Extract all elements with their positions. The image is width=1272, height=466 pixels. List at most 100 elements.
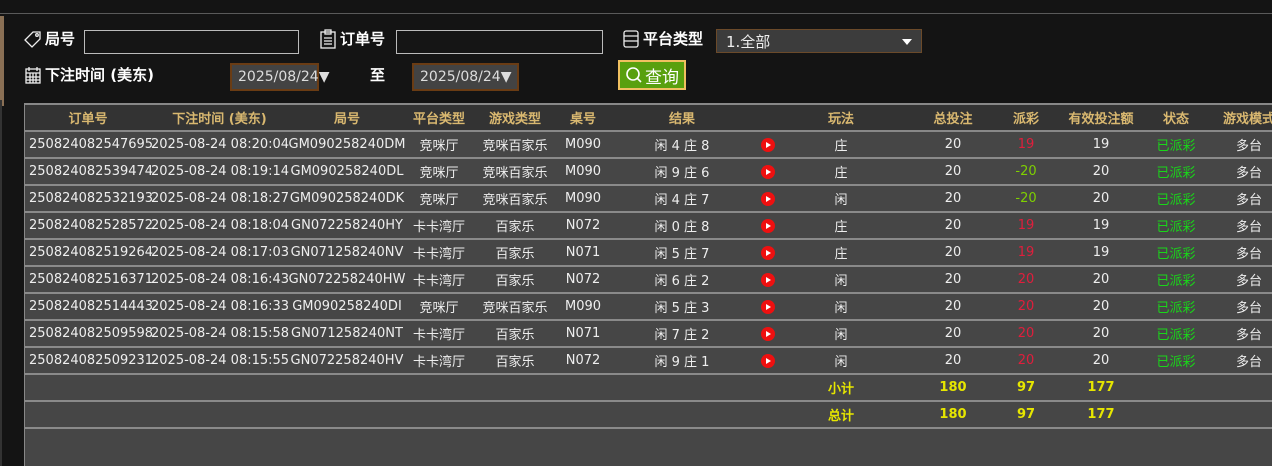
table-row: 250824082528572 2025-08-24 08:18:04 GN0722… [25,212,1272,240]
header-game-type: 游戏类型 [472,105,558,132]
cell-replay[interactable] [756,212,780,240]
video-replay-icon[interactable] [761,299,775,314]
cell-payout: 20 [1004,266,1048,294]
cell-payout: 19 [1004,239,1048,267]
cell-bet-type: 闲 [780,185,902,213]
header-replay [756,105,780,132]
video-replay-icon[interactable] [761,137,775,152]
empty-cell [608,374,756,402]
cell-total-bet: 20 [902,158,1004,186]
query-button[interactable]: 查询 [618,60,686,90]
cell-payout: -20 [1004,158,1048,186]
table-row: 250824082519264 2025-08-24 08:17:03 GN0712… [25,239,1272,267]
cell-platform: 卡卡湾厅 [406,347,472,375]
video-replay-icon[interactable] [761,245,775,260]
empty-cell [288,374,406,402]
cell-status: 已派彩 [1154,185,1198,213]
cell-result: 闲 7 庄 2 [608,320,756,348]
video-replay-icon[interactable] [761,353,775,368]
cell-bet-time: 2025-08-24 08:16:33 [151,293,289,321]
cell-bet-type: 庄 [780,239,902,267]
total-valid-bet: 177 [1048,401,1154,429]
video-replay-icon[interactable] [761,326,775,341]
top-divider [0,13,1272,14]
cell-table-no: N072 [558,212,608,240]
video-replay-icon[interactable] [761,164,775,179]
table-row: 250824082547695 2025-08-24 08:20:04 GM0902… [25,131,1272,159]
cell-game-type: 百家乐 [472,239,558,267]
platform-select[interactable]: 1.全部 [716,29,922,53]
empty-cell [1198,374,1272,402]
cell-payout: 20 [1004,347,1048,375]
cell-replay[interactable] [756,266,780,294]
cell-bet-type: 闲 [780,320,902,348]
cell-replay[interactable] [756,131,780,159]
cell-order-no: 250824082514443 [25,293,153,321]
cell-bet-time: 2025-08-24 08:16:43 [151,266,289,294]
cell-order-no: 250824082516371 [25,266,153,294]
cell-game-mode: 多台 [1198,266,1272,294]
table-header: 订单号 下注时间 (美东) 局号 平台类型 游戏类型 桌号 结果 玩法 总投注 派彩 有效投注额 状态… [25,105,1272,132]
total-total-bet: 180 [902,401,1004,429]
empty-cell [406,401,472,429]
cell-valid-bet: 20 [1048,320,1154,348]
cell-round-no: GM090258240DM [288,131,406,159]
header-round-no: 局号 [288,105,406,132]
cell-game-mode: 多台 [1198,239,1272,267]
tag-icon [24,30,41,48]
cell-bet-time: 2025-08-24 08:15:55 [151,347,289,375]
cell-replay[interactable] [756,239,780,267]
empty-cell [558,374,608,402]
dropdown-arrow-icon [902,39,912,45]
video-replay-icon[interactable] [761,218,775,233]
time-label-text: 下注时间 (美东) [45,66,154,84]
cell-replay[interactable] [756,320,780,348]
cell-round-no: GN072258240HV [288,347,406,375]
empty-cell [1198,401,1272,429]
empty-cell [608,401,756,429]
date-to-picker[interactable]: 2025/08/24▼ [412,63,519,91]
header-total-bet: 总投注 [902,105,1004,132]
cell-round-no: GN072258240HY [288,212,406,240]
order-input[interactable] [396,30,603,54]
round-input[interactable] [84,30,299,54]
clipboard-icon [320,28,336,49]
empty-cell [1154,401,1198,429]
table-row: 250824082539474 2025-08-24 08:19:14 GM0902… [25,158,1272,186]
cell-table-no: N072 [558,266,608,294]
cell-status: 已派彩 [1154,347,1198,375]
cell-total-bet: 20 [902,293,1004,321]
video-replay-icon[interactable] [761,191,775,206]
cell-replay[interactable] [756,293,780,321]
total-label: 总计 [780,401,902,429]
cell-total-bet: 20 [902,266,1004,294]
cell-bet-type: 闲 [780,293,902,321]
cell-bet-time: 2025-08-24 08:15:58 [151,320,289,348]
subtotal-total-bet: 180 [902,374,1004,402]
cell-replay[interactable] [756,347,780,375]
cell-platform: 竞咪厅 [406,185,472,213]
cell-bet-type: 闲 [780,266,902,294]
cell-order-no: 250824082547695 [25,131,153,159]
empty-cell [472,374,558,402]
cell-status: 已派彩 [1154,158,1198,186]
empty-cell [406,374,472,402]
cell-round-no: GN072258240HW [288,266,406,294]
cell-order-no: 250824082509598 [25,320,153,348]
cell-order-no: 250824082539474 [25,158,153,186]
cell-status: 已派彩 [1154,266,1198,294]
cell-valid-bet: 19 [1048,212,1154,240]
date-from-picker[interactable]: 2025/08/24▼ [230,63,329,91]
cell-bet-time: 2025-08-24 08:19:14 [151,158,289,186]
cell-replay[interactable] [756,158,780,186]
round-label-text: 局号 [45,30,76,48]
cell-total-bet: 20 [902,347,1004,375]
empty-cell [151,401,288,429]
cell-payout: 20 [1004,293,1048,321]
cell-valid-bet: 19 [1048,131,1154,159]
cell-result: 闲 6 庄 2 [608,266,756,294]
cell-valid-bet: 20 [1048,266,1154,294]
cell-replay[interactable] [756,185,780,213]
video-replay-icon[interactable] [761,272,775,287]
cell-table-no: N072 [558,347,608,375]
